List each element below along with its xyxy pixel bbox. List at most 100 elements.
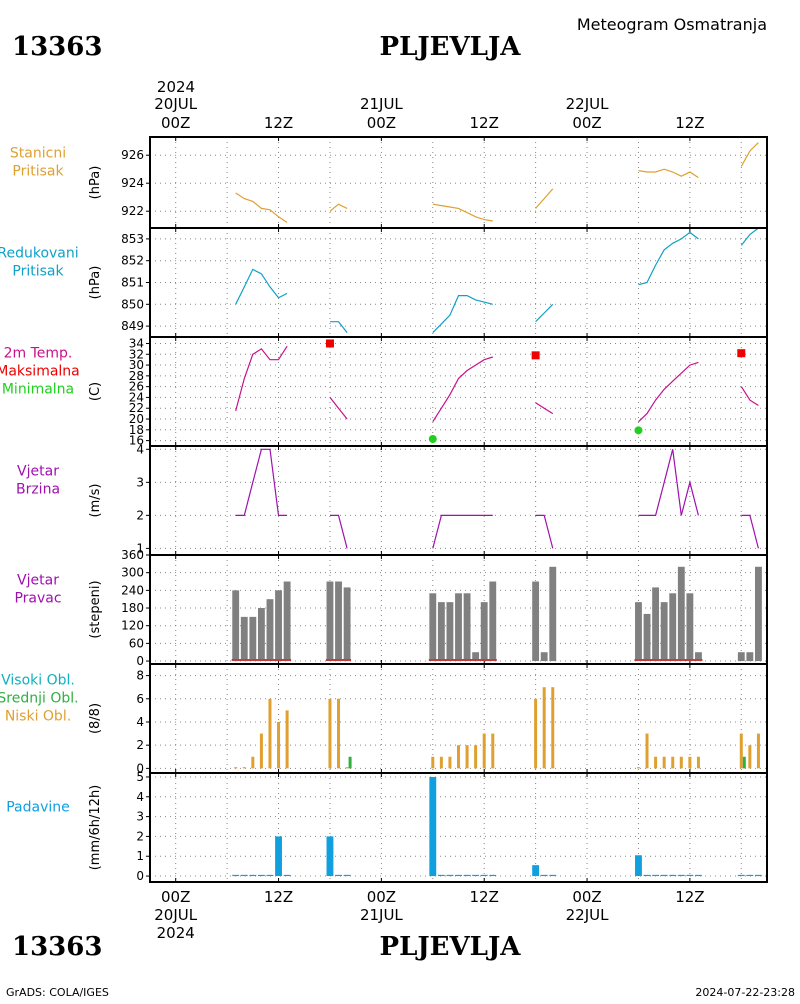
y-tick-label: 28 bbox=[129, 369, 144, 383]
series-line bbox=[432, 203, 493, 222]
y-tick-label: 850 bbox=[121, 297, 144, 311]
bar bbox=[234, 767, 238, 769]
bar bbox=[343, 874, 351, 877]
bar bbox=[275, 836, 282, 877]
bar bbox=[463, 874, 471, 877]
bar bbox=[343, 587, 351, 662]
panel-label: Redukovani bbox=[0, 246, 79, 262]
panel-label: Vjetar bbox=[17, 573, 59, 589]
bar bbox=[283, 874, 291, 877]
bottom-date-label: 21JUL bbox=[360, 906, 403, 924]
y-tick-label: 18 bbox=[129, 423, 144, 437]
station-name-top: PLJEVLJA bbox=[380, 32, 522, 62]
bar bbox=[756, 733, 760, 769]
bar bbox=[489, 581, 497, 662]
tmin-marker bbox=[634, 426, 643, 435]
bar bbox=[455, 593, 462, 662]
y-tick-label: 3 bbox=[136, 475, 144, 489]
bar bbox=[474, 745, 478, 769]
bar bbox=[266, 599, 274, 662]
bar bbox=[283, 581, 291, 662]
bar bbox=[448, 756, 452, 769]
y-axis-label: (C) bbox=[88, 382, 103, 401]
bar bbox=[671, 756, 675, 769]
top-hour-label: 12Z bbox=[264, 114, 293, 132]
bar bbox=[660, 602, 668, 662]
bar bbox=[480, 874, 488, 877]
bar bbox=[275, 590, 282, 662]
bar bbox=[437, 602, 445, 662]
y-tick-label: 0 bbox=[136, 654, 144, 668]
bar bbox=[748, 745, 752, 769]
bar bbox=[335, 874, 342, 877]
y-tick-label: 1 bbox=[136, 541, 144, 555]
bar bbox=[480, 602, 488, 662]
bar bbox=[532, 581, 540, 662]
station-id-top: 13363 bbox=[12, 32, 102, 62]
y-tick-label: 30 bbox=[129, 358, 144, 372]
bar bbox=[268, 698, 272, 769]
bar bbox=[532, 865, 540, 877]
bar bbox=[669, 874, 677, 877]
bar bbox=[326, 836, 334, 877]
panel-label: Brzina bbox=[16, 482, 60, 498]
panel-0: 922 924 926 (hPa) Stanicni Pritisak bbox=[10, 136, 768, 229]
bar bbox=[654, 756, 658, 769]
series-line bbox=[535, 188, 554, 209]
bottom-hour-label: 00Z bbox=[161, 888, 190, 906]
bar bbox=[679, 756, 683, 769]
top-date-label: 20JUL bbox=[154, 95, 197, 113]
panel-label: Pritisak bbox=[12, 164, 64, 180]
series-line bbox=[740, 142, 759, 167]
bottom-year-label: 2024 bbox=[157, 924, 195, 942]
series-line bbox=[638, 231, 699, 286]
bar bbox=[540, 874, 548, 877]
bottom-date-label: 20JUL bbox=[154, 906, 197, 924]
panel-label: Vjetar bbox=[17, 464, 59, 480]
bar bbox=[266, 874, 274, 877]
top-hour-label: 12Z bbox=[470, 114, 499, 132]
series-line bbox=[330, 321, 348, 333]
y-tick-label: 2 bbox=[136, 508, 144, 522]
bar bbox=[746, 874, 754, 877]
series-line bbox=[638, 361, 699, 423]
panel-label: Padavine bbox=[6, 800, 70, 816]
bar bbox=[251, 756, 255, 769]
bar bbox=[737, 874, 745, 877]
meteogram-title: Meteogram Osmatranja bbox=[577, 15, 767, 34]
y-tick-label: 26 bbox=[129, 380, 144, 394]
y-tick-label: 8 bbox=[136, 669, 144, 683]
bar bbox=[677, 566, 685, 662]
y-axis-label: (mm/6h/12h) bbox=[88, 785, 103, 871]
bar bbox=[232, 590, 240, 662]
bar bbox=[429, 593, 437, 662]
panel-1: 849 850 851 852 853 (hPa) Redukovani Pritisak bbox=[0, 227, 768, 338]
station-id-bottom: 13363 bbox=[12, 932, 102, 962]
bar bbox=[695, 874, 702, 877]
bar bbox=[652, 587, 660, 662]
tmin-marker bbox=[428, 434, 437, 443]
y-tick-label: 4 bbox=[136, 715, 144, 729]
top-date-label: 21JUL bbox=[360, 95, 403, 113]
y-axis-label: (m/s) bbox=[88, 484, 103, 518]
bar bbox=[549, 874, 557, 877]
y-tick-label: 60 bbox=[129, 636, 144, 650]
top-hour-label: 00Z bbox=[572, 114, 601, 132]
tmax-marker bbox=[737, 349, 746, 358]
y-tick-label: 5 bbox=[136, 770, 144, 784]
footer-timestamp: 2024-07-22-23:28 bbox=[695, 986, 795, 999]
series-line bbox=[329, 203, 348, 212]
bar bbox=[739, 733, 743, 769]
panel-border bbox=[149, 336, 768, 447]
bar bbox=[696, 756, 700, 769]
bar bbox=[688, 756, 692, 769]
panel-label: Niski Obl. bbox=[5, 709, 71, 725]
bar bbox=[489, 874, 497, 877]
bar bbox=[242, 767, 246, 769]
bar bbox=[635, 855, 642, 877]
y-tick-label: 16 bbox=[129, 434, 144, 448]
y-tick-label: 34 bbox=[129, 336, 144, 350]
bar bbox=[326, 581, 334, 662]
